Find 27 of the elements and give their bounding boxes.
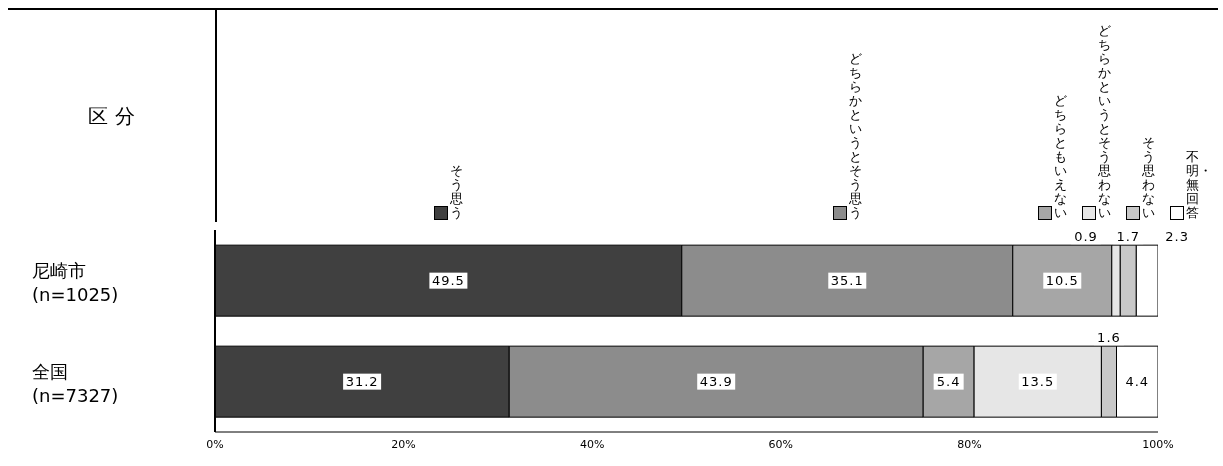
- x-tick-label: 80%: [957, 437, 982, 451]
- data-label: 13.5: [1021, 374, 1055, 390]
- series-label: そう思わない: [1141, 135, 1155, 220]
- data-label: 1.6: [1097, 329, 1121, 345]
- text: 区 分: [88, 102, 135, 130]
- data-label: 10.5: [1045, 273, 1079, 289]
- data-label: 31.2: [345, 374, 379, 390]
- text: どちらともいえない: [1053, 93, 1067, 220]
- x-tick-label: 40%: [579, 437, 605, 451]
- x-tick-label: 20%: [391, 437, 416, 451]
- x-tick-label: 0%: [206, 437, 224, 451]
- data-label: 49.5: [431, 273, 465, 289]
- text: 不明・無回答: [1185, 149, 1212, 220]
- data-label: 1.7: [1116, 228, 1141, 244]
- x-tick-label: 100%: [1142, 437, 1174, 451]
- text: どちらかというとそう思う: [848, 51, 862, 220]
- text: どちらかというとそう思わない: [1097, 23, 1111, 220]
- data-label: 43.9: [699, 374, 733, 390]
- data-label: 2.3: [1165, 228, 1189, 244]
- data-label: 5.4: [936, 374, 961, 390]
- y-tick-label: 尼崎市(n=1025): [32, 259, 119, 305]
- data-label: 4.4: [1125, 374, 1150, 390]
- series-label: そう思う: [449, 163, 463, 220]
- data-label: 35.1: [830, 273, 864, 289]
- y-tick-label: 全国(n=7327): [32, 360, 119, 406]
- x-tick-label: 60%: [768, 437, 794, 451]
- data-label: 0.9: [1074, 228, 1098, 244]
